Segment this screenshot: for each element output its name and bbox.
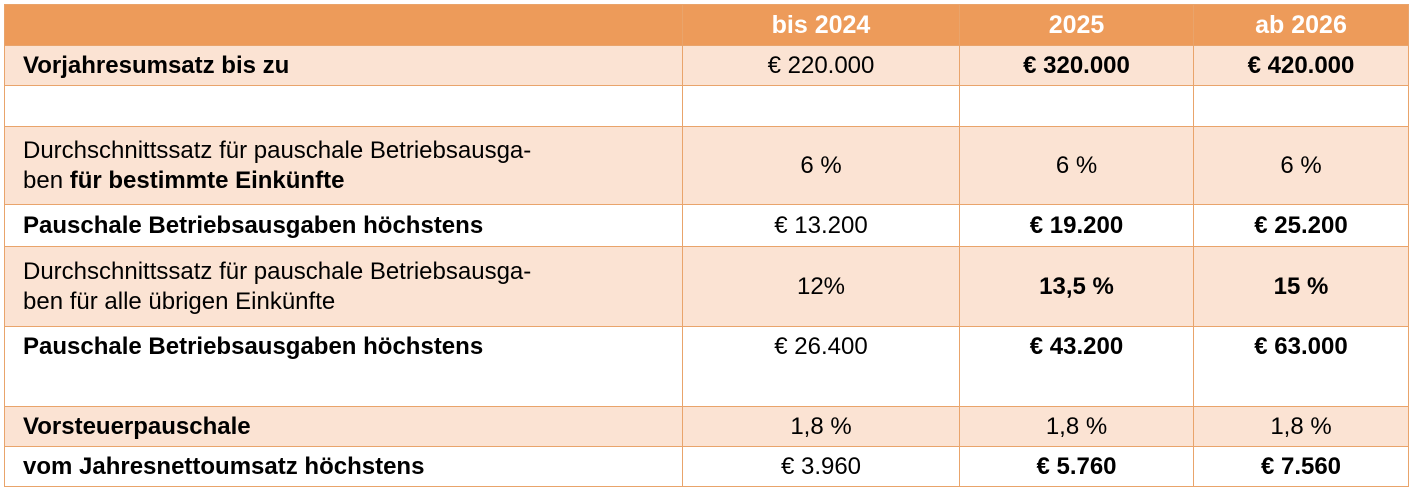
row-label: vom Jahresnettoumsatz höchstens [4,446,683,487]
row-vorsteuerpauschale: Vorsteuerpauschale 1,8 % 1,8 % 1,8 % [4,406,1409,447]
value-2025 [959,85,1194,127]
value-2025: € 43.200 [959,326,1194,407]
row-jahresnettoumsatz: vom Jahresnettoumsatz höchstens € 3.960 … [4,446,1409,487]
value-2025: € 320.000 [959,45,1194,86]
row-label [4,85,683,127]
row-label: Pauschale Betriebsausgaben höchstens [4,326,683,407]
row-durchschnittssatz-bestimmte: Durchschnittssatz für pauschale Betriebs… [4,126,1409,205]
row-pauschale-betriebsausgaben-2: Pauschale Betriebsausgaben höchstens € 2… [4,326,1409,407]
value-bis-2024: € 26.400 [682,326,960,407]
pauschalierung-table: bis 2024 2025 ab 2026 Vorjahresumsatz bi… [4,4,1409,487]
value-ab-2026: € 25.200 [1193,204,1409,247]
value-2025: 6 % [959,126,1194,205]
row-empty [4,85,1409,127]
header-row: bis 2024 2025 ab 2026 [4,4,1409,46]
row-label: Vorsteuerpauschale [4,406,683,447]
value-2025: 13,5 % [959,246,1194,327]
value-2025: € 19.200 [959,204,1194,247]
label-line-2-plain: ben [23,166,70,194]
row-vorjahresumsatz: Vorjahresumsatz bis zu € 220.000 € 320.0… [4,45,1409,86]
row-label: Pauschale Betriebsausgaben höchstens [4,204,683,247]
header-2025: 2025 [959,4,1194,46]
label-line-2: ben für alle übrigen Einkünfte [23,287,336,315]
header-empty-cell [4,4,683,46]
label-line-2-bold: für bestimmte Einkünfte [69,166,345,194]
value-ab-2026: 6 % [1193,126,1409,205]
value-2025: € 5.760 [959,446,1194,487]
value-bis-2024: 12% [682,246,960,327]
value-bis-2024: € 220.000 [682,45,960,86]
label-line-1: Durchschnittssatz für pauschale Betriebs… [23,257,532,285]
value-ab-2026: 15 % [1193,246,1409,327]
row-durchschnittssatz-uebrige: Durchschnittssatz für pauschale Betriebs… [4,246,1409,327]
value-bis-2024: € 13.200 [682,204,960,247]
value-bis-2024: 6 % [682,126,960,205]
value-ab-2026: € 420.000 [1193,45,1409,86]
value-bis-2024: 1,8 % [682,406,960,447]
value-bis-2024 [682,85,960,127]
header-bis-2024: bis 2024 [682,4,960,46]
value-ab-2026: 1,8 % [1193,406,1409,447]
value-ab-2026 [1193,85,1409,127]
value-ab-2026: € 7.560 [1193,446,1409,487]
row-label: Vorjahresumsatz bis zu [4,45,683,86]
value-bis-2024: € 3.960 [682,446,960,487]
value-2025: 1,8 % [959,406,1194,447]
row-label: Durchschnittssatz für pauschale Betriebs… [4,246,683,327]
row-pauschale-betriebsausgaben-1: Pauschale Betriebsausgaben höchstens € 1… [4,204,1409,247]
header-ab-2026: ab 2026 [1193,4,1409,46]
label-line-1: Durchschnittssatz für pauschale Betriebs… [23,136,532,164]
row-label: Durchschnittssatz für pauschale Betriebs… [4,126,683,205]
value-ab-2026: € 63.000 [1193,326,1409,407]
